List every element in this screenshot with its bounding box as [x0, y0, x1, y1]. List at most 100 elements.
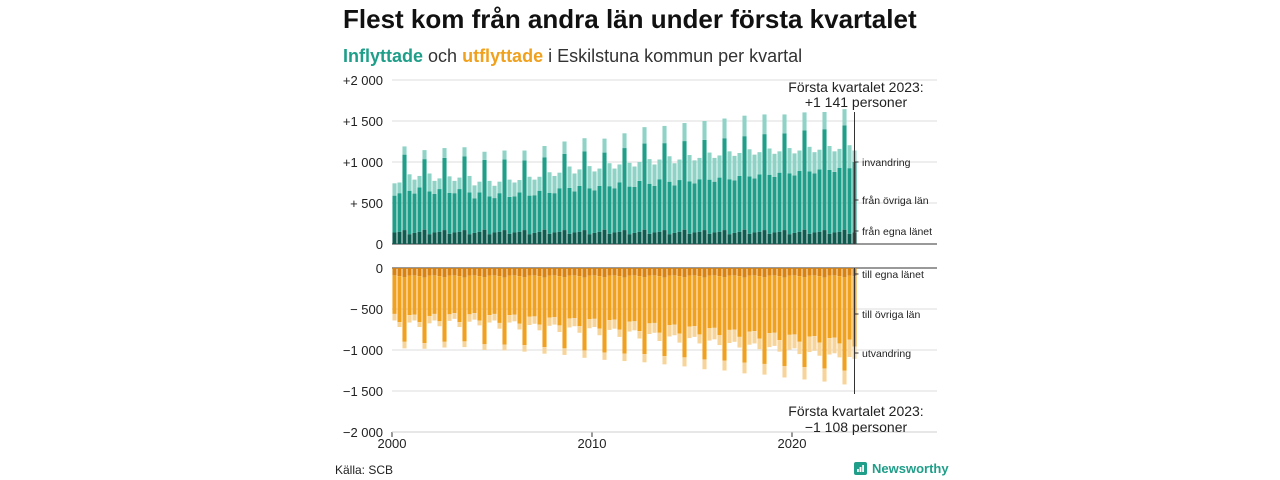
- bar-in-other-county: [847, 168, 852, 234]
- bar-out-own-county: [637, 268, 642, 277]
- bar-out-other-county: [682, 277, 687, 358]
- bar-in-other-county: [717, 177, 722, 232]
- bar-in-own-county: [597, 231, 602, 244]
- bar-in-abroad: [727, 151, 732, 180]
- bar-out-own-county: [597, 268, 602, 277]
- bar-in-other-county: [697, 179, 702, 232]
- y-tick-label-top: +1 000: [343, 155, 383, 170]
- bar-out-abroad: [472, 313, 477, 320]
- bar-in-abroad: [837, 148, 842, 168]
- bar-in-own-county: [557, 231, 562, 244]
- bar-out-abroad: [587, 319, 592, 329]
- bar-out-own-county: [807, 268, 812, 276]
- bar-out-other-county: [667, 275, 672, 325]
- bar-out-other-county: [512, 275, 517, 315]
- bar-in-abroad: [577, 169, 582, 186]
- bar-in-own-county: [697, 231, 702, 244]
- bar-in-abroad: [422, 150, 427, 160]
- bar-in-abroad: [652, 164, 657, 186]
- bar-in-own-county: [532, 232, 537, 244]
- bar-in-own-county: [722, 230, 727, 244]
- bar-out-own-county: [667, 268, 672, 276]
- bar-in-own-county: [782, 230, 787, 244]
- bar-in-abroad: [672, 163, 677, 186]
- bar-out-abroad: [527, 316, 532, 325]
- bar-out-own-county: [762, 268, 767, 278]
- bar-out-abroad: [797, 341, 802, 355]
- bar-in-own-county: [762, 230, 767, 244]
- bar-out-other-county: [737, 276, 742, 337]
- bar-out-own-county: [757, 268, 762, 277]
- y-tick-label-bottom: −1 000: [343, 343, 383, 358]
- bar-out-abroad: [557, 325, 562, 332]
- bar-out-other-county: [712, 275, 717, 328]
- bar-in-own-county: [422, 229, 427, 244]
- annotation-bottom-line1: Första kvartalet 2023:: [788, 403, 923, 419]
- bar-out-abroad: [837, 343, 842, 358]
- bar-in-other-county: [467, 192, 472, 235]
- bar-out-own-county: [752, 268, 757, 276]
- bar-in-own-county: [667, 234, 672, 244]
- bar-out-other-county: [602, 277, 607, 353]
- bar-out-own-county: [847, 268, 852, 276]
- bar-in-abroad: [787, 148, 792, 174]
- bar-out-own-county: [497, 268, 502, 277]
- x-tick-label: 2010: [578, 436, 607, 451]
- bar-out-own-county: [732, 268, 737, 276]
- bar-in-abroad: [537, 176, 542, 191]
- bar-out-abroad: [492, 313, 497, 321]
- bar-out-abroad: [577, 326, 582, 333]
- bar-out-other-county: [797, 276, 802, 342]
- bar-in-other-county: [497, 193, 502, 232]
- bar-out-other-county: [722, 277, 727, 361]
- series-label-top: från egna länet: [862, 226, 932, 238]
- bar-out-abroad: [692, 326, 697, 337]
- bar-out-own-county: [397, 268, 402, 277]
- bar-out-abroad: [667, 324, 672, 337]
- bar-in-abroad: [747, 149, 752, 177]
- bar-in-abroad: [557, 172, 562, 189]
- bar-in-abroad: [597, 168, 602, 186]
- bar-in-abroad: [412, 179, 417, 194]
- bar-in-own-county: [637, 231, 642, 244]
- bar-in-abroad: [782, 114, 787, 134]
- bar-in-other-county: [747, 176, 752, 234]
- bar-in-other-county: [552, 193, 557, 233]
- inflow-bars: [392, 109, 857, 244]
- bar-in-other-county: [617, 182, 622, 232]
- bar-in-own-county: [542, 229, 547, 244]
- bar-out-own-county: [492, 268, 497, 276]
- bar-in-own-county: [602, 229, 607, 244]
- bar-out-other-county: [717, 276, 722, 336]
- bar-in-other-county: [447, 192, 452, 234]
- bar-in-abroad: [682, 123, 687, 142]
- bar-out-other-county: [457, 276, 462, 323]
- y-tick-label-top: +1 500: [343, 114, 383, 129]
- bar-in-abroad: [697, 157, 702, 180]
- bar-out-other-county: [447, 275, 452, 315]
- bar-in-other-county: [582, 151, 587, 231]
- bar-in-other-county: [392, 195, 397, 233]
- bar-out-other-county: [802, 277, 807, 368]
- bar-in-own-county: [577, 231, 582, 244]
- bar-out-other-county: [792, 275, 797, 335]
- bar-in-abroad: [752, 154, 757, 179]
- bar-out-abroad: [842, 370, 847, 385]
- bar-in-abroad: [592, 171, 597, 191]
- bar-out-other-county: [677, 276, 682, 334]
- y-tick-label-top: 0: [376, 237, 383, 252]
- bar-out-other-county: [642, 277, 647, 355]
- bar-in-other-county: [727, 179, 732, 235]
- bar-in-other-county: [712, 181, 717, 233]
- bar-in-own-county: [792, 232, 797, 244]
- y-tick-label-bottom: −1 500: [343, 384, 383, 399]
- bar-in-abroad: [602, 138, 607, 153]
- bar-in-abroad: [497, 181, 502, 194]
- bar-in-own-county: [687, 233, 692, 244]
- bar-out-abroad: [467, 314, 472, 322]
- bar-out-own-county: [742, 268, 747, 278]
- bar-in-own-county: [427, 234, 432, 244]
- subtitle-inflow-word: Inflyttade: [343, 46, 424, 66]
- bar-out-abroad: [772, 332, 777, 346]
- bar-out-abroad: [637, 331, 642, 339]
